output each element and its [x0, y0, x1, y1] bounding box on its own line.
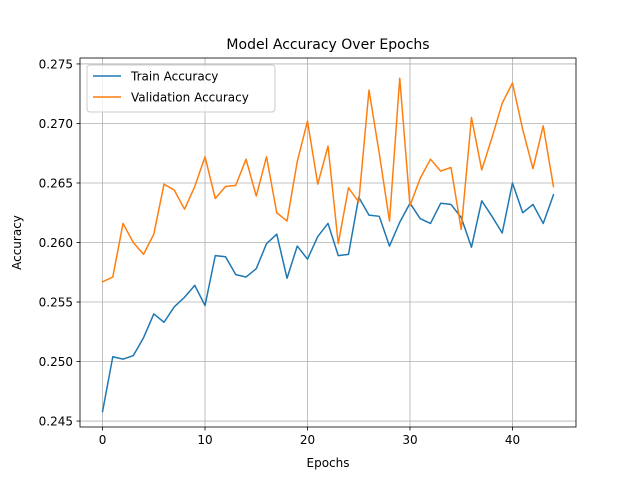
x-tick-label: 10	[197, 433, 212, 447]
axis-ticks: 0 10 20 30 40 0.245 0.250 0.255 0.260 0.265 0.270 0…	[39, 57, 520, 447]
legend-label-train-accuracy: Train Accuracy	[130, 70, 218, 84]
x-tick-label: 0	[99, 433, 107, 447]
series-line-train-accuracy	[101, 182, 555, 413]
y-tick-label: 0.250	[39, 355, 73, 369]
grid-lines	[80, 58, 576, 427]
legend-frame	[86, 64, 276, 113]
y-tick-label: 0.270	[39, 117, 73, 131]
x-tick-label: 30	[402, 433, 417, 447]
legend: Train Accuracy Validation Accuracy	[86, 64, 276, 113]
series-line-validation-accuracy	[101, 77, 555, 283]
y-tick-label: 0.260	[39, 236, 73, 250]
x-axis-label: Epochs	[307, 456, 350, 470]
y-tick-label: 0.275	[39, 57, 73, 71]
chart-title: Model Accuracy Over Epochs	[226, 37, 429, 53]
y-tick-label: 0.255	[39, 295, 73, 309]
y-axis-label: Accuracy	[10, 215, 24, 270]
legend-label-validation-accuracy: Validation Accuracy	[131, 91, 249, 105]
y-tick-label: 0.245	[39, 414, 73, 428]
series-layer	[101, 77, 555, 413]
x-tick-label: 20	[300, 433, 315, 447]
x-tick-label: 40	[505, 433, 520, 447]
y-tick-label: 0.265	[39, 176, 73, 190]
